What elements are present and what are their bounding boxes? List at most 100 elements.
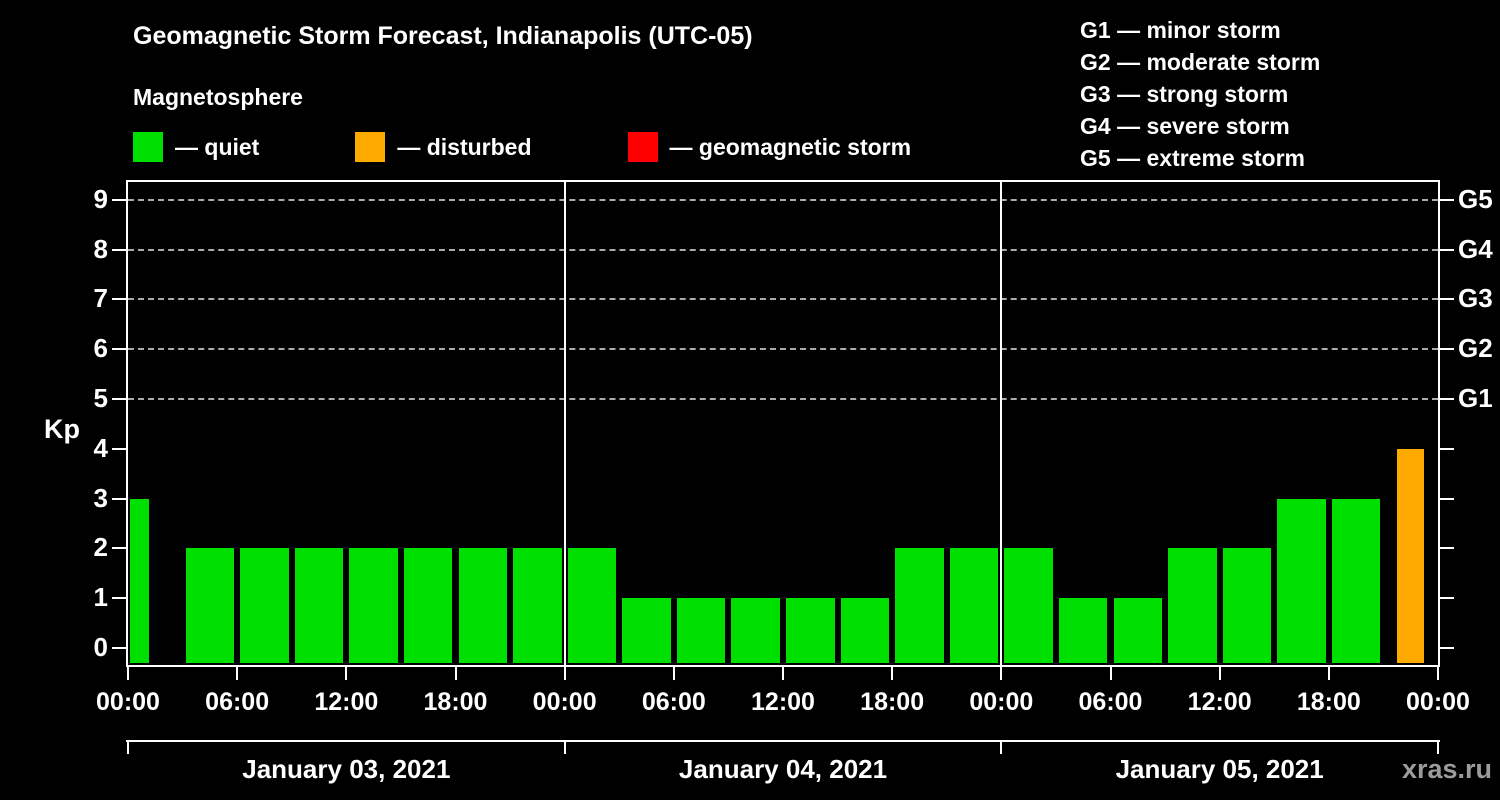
kp-bar xyxy=(240,548,289,663)
kp-bar xyxy=(1113,598,1163,663)
g-scale-legend-item: G4 — severe storm xyxy=(1080,113,1290,139)
kp-bar xyxy=(349,548,398,663)
y-tick-label: 4 xyxy=(93,432,108,463)
kp-bar xyxy=(622,598,671,663)
g-scale-legend-item: G2 — moderate storm xyxy=(1080,49,1321,75)
g-scale-legend-item: G5 — extreme storm xyxy=(1080,145,1305,171)
kp-bar xyxy=(786,598,835,663)
x-tick-label: 00:00 xyxy=(969,688,1034,716)
kp-bar xyxy=(185,548,235,663)
legend-item-label: — disturbed xyxy=(397,133,532,160)
kp-bar xyxy=(458,548,508,663)
magnetosphere-label: Magnetosphere xyxy=(133,84,303,110)
kp-gridline xyxy=(128,198,1438,201)
y-tick-label: 8 xyxy=(93,233,108,264)
day-separator-line xyxy=(563,182,566,665)
day-label: January 04, 2021 xyxy=(678,754,888,784)
g-level-label: G1 xyxy=(1458,383,1493,413)
y-axis-tick-right xyxy=(1440,497,1454,500)
plot-area-border xyxy=(126,180,1440,667)
date-axis-tick xyxy=(1000,740,1003,754)
x-tick-label: 18:00 xyxy=(1296,688,1361,716)
kp-bar xyxy=(513,548,562,663)
legend-item: — geomagnetic storm xyxy=(627,132,912,162)
x-tick-label: 18:00 xyxy=(860,688,925,716)
legend-item: — quiet xyxy=(133,132,259,162)
x-tick-label: 06:00 xyxy=(641,688,706,716)
y-axis-tick-right xyxy=(1440,348,1454,351)
y-axis-label: Kp xyxy=(44,414,80,444)
y-axis-tick-left xyxy=(112,348,126,351)
x-tick-label: 06:00 xyxy=(205,688,270,716)
g-scale-legend-item: G1 — minor storm xyxy=(1080,17,1281,43)
kp-bar xyxy=(840,598,890,663)
y-axis-tick-right xyxy=(1440,647,1454,649)
kp-state-legend: — quiet — disturbed — geomagnetic storm xyxy=(133,132,911,162)
x-axis-tick xyxy=(891,667,894,680)
x-tick-label: 12:00 xyxy=(1187,688,1252,716)
kp-bar xyxy=(1396,448,1424,663)
x-axis-tick xyxy=(563,667,566,680)
kp-bar xyxy=(676,598,726,663)
g-level-label: G3 xyxy=(1458,283,1493,314)
kp-gridline xyxy=(128,298,1438,301)
kp-bar xyxy=(1058,598,1108,663)
y-axis-tick-right xyxy=(1440,547,1454,550)
kp-gridline xyxy=(128,398,1438,400)
y-tick-label: 1 xyxy=(93,582,108,613)
y-axis-tick-left xyxy=(112,547,126,550)
y-axis-tick-left xyxy=(112,398,126,400)
x-axis-tick xyxy=(454,667,457,680)
day-label: January 05, 2021 xyxy=(1115,754,1324,784)
g-level-label: G5 xyxy=(1458,183,1493,214)
x-axis-tick xyxy=(1000,667,1003,680)
legend-item-label: — quiet xyxy=(175,133,260,160)
x-axis-tick xyxy=(672,667,675,680)
kp-bar xyxy=(1277,498,1326,663)
day-separator-line xyxy=(1000,182,1003,665)
y-axis-tick-right xyxy=(1440,298,1454,301)
date-axis-line xyxy=(126,740,1440,742)
x-tick-label: 00:00 xyxy=(1406,688,1470,716)
x-tick-label: 18:00 xyxy=(423,688,488,716)
kp-bar xyxy=(1222,548,1272,663)
chart-title: Geomagnetic Storm Forecast, Indianapolis… xyxy=(133,22,753,50)
g-scale-legend: G1 — minor storm G2 — moderate storm G3 — … xyxy=(1080,14,1320,174)
x-axis-tick xyxy=(782,667,784,680)
y-axis-tick-left xyxy=(112,497,126,500)
x-tick-label: 00:00 xyxy=(532,688,597,716)
kp-bar xyxy=(294,548,344,663)
y-axis-tick-right xyxy=(1440,597,1454,600)
x-axis-tick xyxy=(236,667,239,680)
y-tick-label: 3 xyxy=(93,482,108,513)
legend-color-swatch xyxy=(627,132,658,162)
kp-bar xyxy=(1168,548,1217,663)
legend-item-label: — geomagnetic storm xyxy=(669,133,912,160)
legend-color-swatch xyxy=(133,132,163,162)
x-tick-label: 12:00 xyxy=(314,688,379,716)
kp-bar xyxy=(130,498,150,663)
x-tick-label: 00:00 xyxy=(96,688,160,716)
kp-bar xyxy=(949,548,999,663)
y-axis-tick-left xyxy=(112,597,126,600)
y-axis-tick-right xyxy=(1440,198,1454,201)
y-tick-label: 0 xyxy=(93,632,108,662)
y-axis-tick-right xyxy=(1440,447,1454,450)
y-tick-label: 9 xyxy=(93,183,108,214)
kp-bar xyxy=(731,598,780,663)
kp-gridline xyxy=(128,348,1438,351)
kp-bar xyxy=(895,548,944,663)
legend-color-swatch xyxy=(355,132,386,162)
x-axis-tick xyxy=(1218,667,1221,680)
x-axis-tick xyxy=(345,667,348,680)
x-axis-tick xyxy=(1109,667,1112,680)
y-axis-tick-right xyxy=(1440,398,1454,400)
x-axis-tick xyxy=(1437,667,1439,680)
x-axis-tick xyxy=(127,667,129,680)
y-axis-tick-right xyxy=(1440,248,1454,251)
date-axis-tick xyxy=(127,740,129,754)
site-watermark: xras.ru xyxy=(1401,754,1492,784)
date-axis-tick xyxy=(1437,740,1439,754)
g-level-label: G4 xyxy=(1458,233,1493,264)
